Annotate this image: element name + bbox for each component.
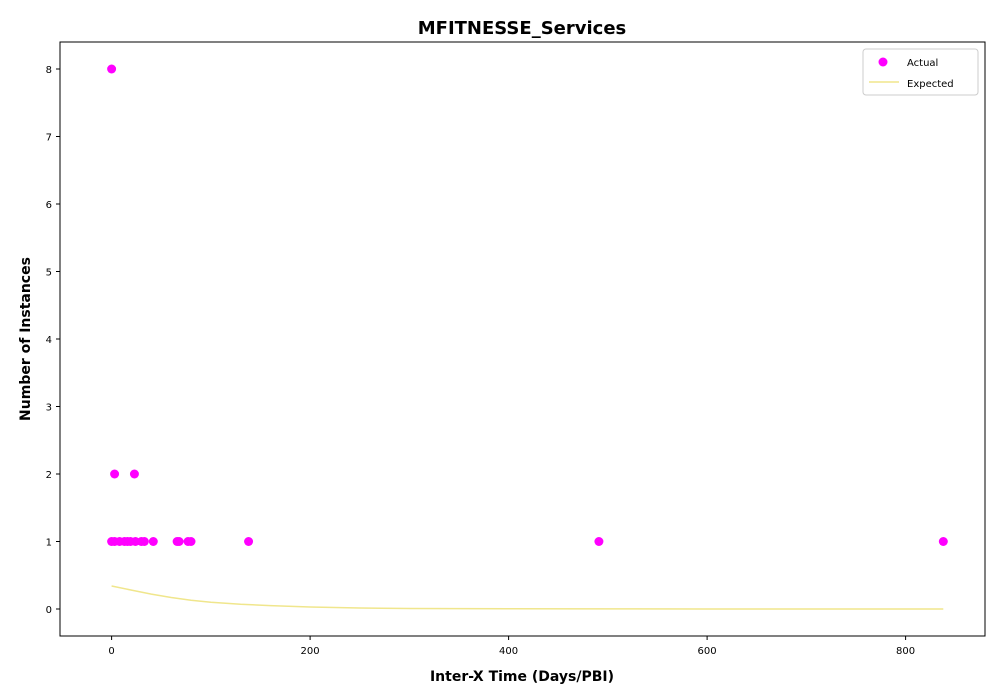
y-tick-label: 7 — [46, 133, 52, 144]
y-tick-label: 2 — [46, 470, 52, 481]
actual-point — [174, 537, 184, 546]
legend-actual-label: Actual — [907, 58, 938, 69]
actual-point — [110, 469, 120, 479]
x-axis-ticks: 0 200 400 600 800 — [108, 636, 915, 657]
actual-point — [594, 537, 604, 546]
plot-frame — [59, 41, 986, 637]
plot-area: 0 200 400 600 800 0 1 2 3 4 5 6 7 8 — [46, 41, 986, 657]
y-tick-label: 5 — [46, 268, 52, 279]
x-tick-label: 400 — [499, 646, 518, 657]
x-tick-label: 800 — [896, 646, 915, 657]
actual-point — [129, 469, 139, 479]
y-axis-title: Number of Instances — [18, 257, 34, 421]
legend-expected-label: Expected — [907, 79, 954, 90]
actual-point — [139, 537, 149, 546]
actual-point — [938, 537, 948, 546]
x-tick-label: 0 — [108, 646, 114, 657]
y-axis-ticks: 0 1 2 3 4 5 6 7 8 — [46, 65, 60, 616]
y-tick-label: 1 — [46, 538, 52, 549]
y-tick-label: 0 — [46, 605, 52, 616]
actual-point — [244, 537, 254, 546]
legend: Actual Expected — [862, 48, 979, 96]
legend-box — [862, 48, 979, 96]
chart-title: MFITNESSE_Services — [418, 18, 627, 39]
actual-points — [107, 64, 948, 546]
y-tick-label: 6 — [46, 200, 52, 211]
actual-point — [148, 537, 158, 546]
y-tick-label: 4 — [46, 335, 52, 346]
legend-actual-marker — [878, 57, 888, 67]
x-tick-label: 200 — [301, 646, 320, 657]
x-tick-label: 600 — [698, 646, 717, 657]
y-tick-label: 3 — [46, 403, 52, 414]
x-axis-title: Inter-X Time (Days/PBI) — [430, 669, 614, 685]
expected-line — [111, 585, 944, 610]
y-tick-label: 8 — [46, 65, 52, 76]
actual-point — [107, 64, 117, 74]
actual-point — [186, 537, 196, 546]
